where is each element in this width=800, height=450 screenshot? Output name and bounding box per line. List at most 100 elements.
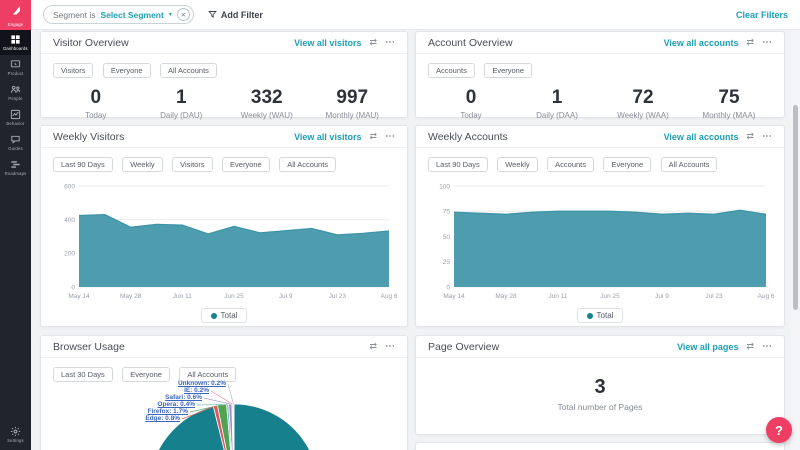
total-pages-stat: 3 Total number of Pages: [557, 376, 643, 412]
chip-visitors[interactable]: Visitors: [172, 157, 213, 172]
svg-text:May 14: May 14: [68, 293, 90, 300]
resize-icon[interactable]: ⇄: [746, 131, 754, 141]
view-all-pages-link[interactable]: View all pages: [677, 341, 739, 352]
more-menu-icon[interactable]: ⋯: [762, 36, 772, 48]
card-title: Weekly Visitors: [53, 130, 125, 143]
scrollbar-thumb[interactable]: [793, 105, 798, 310]
view-all-visitors-link[interactable]: View all visitors: [294, 131, 362, 142]
legend-total[interactable]: Total: [200, 308, 248, 323]
sidebar-item-product[interactable]: Product: [0, 55, 31, 80]
segment-select[interactable]: Select Segment: [100, 9, 164, 20]
pie-slice-label[interactable]: Edge: 0.8%: [145, 415, 180, 422]
remove-segment-button[interactable]: ✕: [176, 8, 190, 21]
more-menu-icon[interactable]: ⋯: [762, 130, 772, 142]
sidebar-item-roadmaps[interactable]: Roadmaps: [0, 155, 31, 180]
chip-everyone[interactable]: Everyone: [484, 63, 532, 78]
browser-usage-pie-chart: [158, 383, 310, 450]
pie-slice-label[interactable]: Unknown: 0.2%: [177, 380, 226, 387]
view-all-accounts-link[interactable]: View all accounts: [663, 37, 739, 48]
svg-text:25: 25: [443, 259, 451, 266]
add-filter-button[interactable]: Add Filter: [207, 6, 263, 24]
weekly-visitors-area-chart: 0 200 400 600 May 14 May 28 Jun 11 Jun 25 Jul 9 J…: [53, 178, 398, 305]
pie-slice-label[interactable]: IE: 0.2%: [184, 387, 209, 394]
roadmaps-icon: [10, 159, 21, 170]
clear-filters-link[interactable]: Clear Filters: [735, 9, 788, 20]
chip-visitors[interactable]: Visitors: [53, 63, 94, 78]
pie-slice-label[interactable]: Safari: 0.6%: [165, 394, 202, 401]
chip-all-accounts[interactable]: All Accounts: [160, 63, 217, 78]
chip-everyone[interactable]: Everyone: [603, 157, 652, 172]
stat-mau: 997 Monthly (MAU): [325, 87, 379, 120]
card-title: Page Overview: [428, 340, 500, 353]
stat-waa: 72 Weekly (WAA): [617, 87, 669, 120]
svg-text:Jul 23: Jul 23: [705, 293, 723, 300]
svg-text:May 14: May 14: [443, 293, 465, 300]
svg-text:Aug 6: Aug 6: [758, 293, 775, 300]
resize-icon[interactable]: ⇄: [746, 341, 754, 351]
legend-total[interactable]: Total: [576, 308, 624, 323]
sidebar-item-guides[interactable]: Guides: [0, 130, 31, 155]
more-menu-icon[interactable]: ⋯: [385, 130, 395, 142]
chevron-down-icon: ▾: [168, 12, 172, 18]
sidebar-item-people[interactable]: People: [0, 80, 31, 105]
svg-text:200: 200: [64, 251, 75, 258]
filter-bar: Segment is Select Segment ▾ ✕ Add Filter…: [31, 0, 800, 30]
more-menu-icon[interactable]: ⋯: [762, 340, 772, 352]
resize-icon[interactable]: ⇄: [369, 37, 377, 47]
legend-dot: [586, 312, 593, 319]
svg-text:Jul 23: Jul 23: [329, 293, 347, 300]
guides-icon: [10, 134, 21, 145]
svg-text:0: 0: [71, 284, 75, 291]
product-icon: [10, 59, 21, 70]
svg-text:Jul 9: Jul 9: [655, 293, 669, 300]
legend-dot: [210, 312, 217, 319]
resize-icon[interactable]: ⇄: [369, 341, 377, 351]
more-menu-icon[interactable]: ⋯: [385, 36, 395, 48]
pie-slice-label[interactable]: Opera: 0.4%: [157, 401, 195, 408]
sidebar-item-dashboards[interactable]: Dashboards: [0, 30, 31, 55]
partial-card: [415, 442, 785, 450]
sidebar-item-label: Guides: [8, 146, 23, 151]
chip-date-range[interactable]: Last 30 Days: [53, 367, 113, 382]
resize-icon[interactable]: ⇄: [746, 37, 754, 47]
card-page-overview: Page Overview View all pages ⇄ ⋯ 3 Total…: [415, 335, 785, 435]
stat-today: 0 Today: [85, 87, 107, 120]
chip-all-accounts[interactable]: All Accounts: [660, 157, 718, 172]
chip-all-accounts[interactable]: All Accounts: [279, 157, 337, 172]
chip-everyone[interactable]: Everyone: [102, 63, 151, 78]
sidebar-item-settings[interactable]: Settings: [0, 422, 31, 447]
sidebar-item-behavior[interactable]: Behavior: [0, 105, 31, 130]
svg-text:100: 100: [439, 183, 450, 190]
stat-daa: 1 Daily (DAA): [536, 87, 578, 120]
chip-accounts[interactable]: Accounts: [547, 157, 594, 172]
sidebar-item-label: Roadmaps: [4, 171, 27, 176]
chip-granularity[interactable]: Weekly: [122, 157, 163, 172]
pie-slice-label[interactable]: Firefox: 1.7%: [147, 408, 188, 415]
card-weekly-visitors: Weekly Visitors View all visitors ⇄ ⋯ La…: [40, 125, 408, 327]
people-icon: [10, 84, 21, 95]
scrollbar-track: [791, 30, 800, 450]
chip-date-range[interactable]: Last 90 Days: [428, 157, 488, 172]
card-title: Account Overview: [428, 36, 513, 49]
resize-icon[interactable]: ⇄: [369, 131, 377, 141]
sidebar-item-label: Product: [7, 71, 24, 76]
stat-dau: 1 Daily (DAU): [160, 87, 203, 120]
card-browser-usage: Browser Usage ⇄ ⋯ Last 30 Days Everyone …: [40, 335, 408, 450]
app-logo[interactable]: Engage: [0, 0, 31, 30]
svg-text:May 28: May 28: [120, 293, 142, 300]
more-menu-icon[interactable]: ⋯: [385, 340, 395, 352]
sidebar-item-label: Settings: [7, 438, 24, 443]
chip-everyone[interactable]: Everyone: [222, 157, 270, 172]
chip-date-range[interactable]: Last 90 Days: [53, 157, 113, 172]
chip-accounts[interactable]: Accounts: [428, 63, 475, 78]
chip-granularity[interactable]: Weekly: [497, 157, 538, 172]
view-all-visitors-link[interactable]: View all visitors: [294, 37, 362, 48]
svg-text:Aug 6: Aug 6: [381, 293, 398, 300]
chip-all-accounts[interactable]: All Accounts: [179, 367, 237, 382]
svg-text:75: 75: [443, 209, 451, 216]
view-all-accounts-link[interactable]: View all accounts: [663, 131, 739, 142]
chip-everyone[interactable]: Everyone: [122, 367, 170, 382]
help-button[interactable]: ?: [766, 417, 792, 443]
svg-text:Jun 11: Jun 11: [548, 293, 567, 300]
segment-filter-pill[interactable]: Segment is Select Segment ▾ ✕: [43, 5, 194, 24]
